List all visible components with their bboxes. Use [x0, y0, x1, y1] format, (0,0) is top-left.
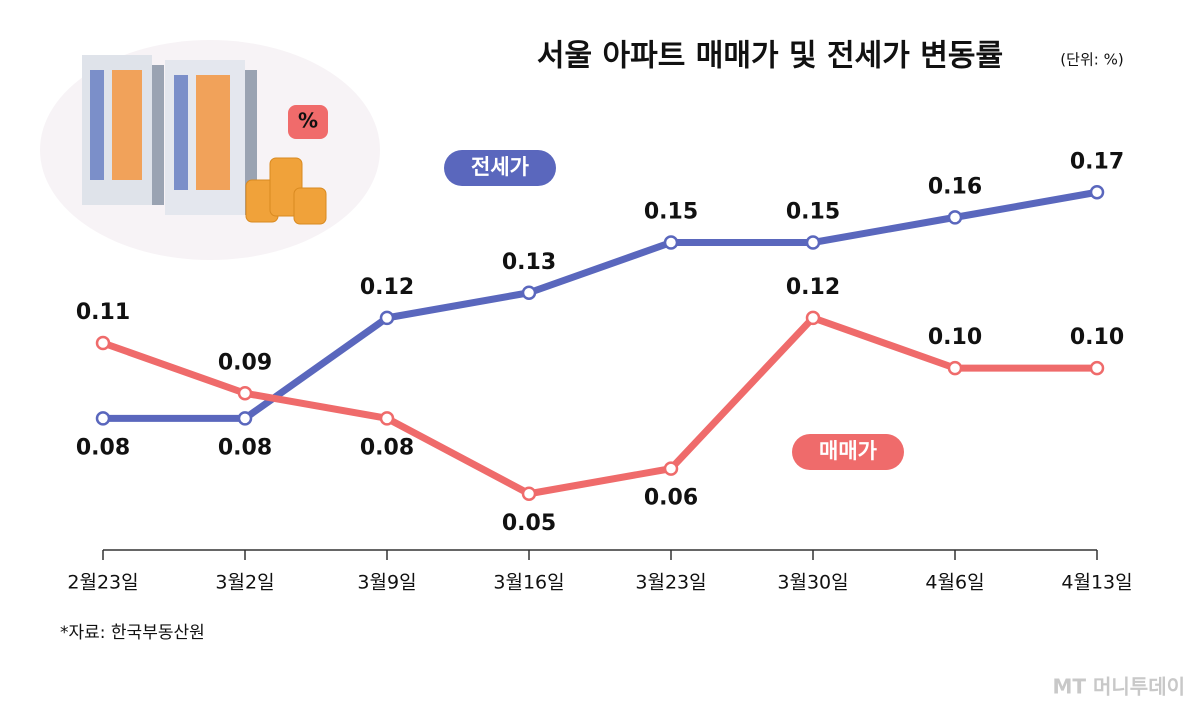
point [521, 486, 537, 501]
data-label: 0.08 [76, 435, 130, 460]
data-label: 0.11 [76, 300, 130, 325]
point [805, 235, 821, 250]
x-tick-label: 3월2일 [215, 572, 274, 594]
unit-note: (단위: %) [1060, 51, 1123, 69]
point [663, 235, 679, 250]
watermark: MT 머니투데이 [1052, 675, 1185, 699]
chart-title: 서울 아파트 매매가 및 전세가 변동률 [537, 39, 1003, 74]
data-label: 0.08 [360, 435, 414, 460]
point [237, 411, 253, 426]
legend-label: 전세가 [471, 155, 530, 179]
legend-pill [792, 434, 904, 470]
point [805, 310, 821, 326]
x-tick-label: 3월9일 [357, 572, 416, 594]
x-tick-label: 3월30일 [777, 572, 848, 594]
source: *자료: 한국부동산원 [60, 623, 205, 643]
point [521, 285, 537, 300]
data-label: 0.05 [502, 511, 556, 536]
data-label: 0.13 [502, 250, 556, 275]
data-label: 0.15 [644, 200, 698, 225]
point [1089, 360, 1105, 376]
data-label: 0.17 [1070, 149, 1124, 174]
svg-text:%: % [298, 109, 318, 133]
x-tick-label: 2월23일 [67, 572, 138, 594]
illustration: % [40, 40, 380, 260]
point [947, 360, 963, 376]
line [103, 188, 1098, 422]
legend-pill [444, 150, 556, 186]
point [237, 386, 253, 401]
x-tick-label: 4월13일 [1061, 572, 1132, 594]
point [1089, 185, 1105, 200]
point [379, 310, 395, 326]
data-label: 0.09 [218, 350, 272, 375]
data-label: 0.16 [928, 174, 982, 199]
data-label: 0.15 [786, 200, 840, 225]
x-tick-label: 3월16일 [493, 572, 564, 594]
point [95, 335, 111, 351]
data-label: 0.06 [644, 486, 698, 511]
point [663, 461, 679, 476]
data-label: 0.10 [1070, 325, 1124, 350]
x-tick-label: 4월6일 [925, 572, 984, 594]
legend-label: 매매가 [819, 439, 878, 463]
point [379, 411, 395, 426]
data-label: 0.12 [786, 275, 840, 300]
data-label: 0.08 [218, 435, 272, 460]
x-tick-label: 3월23일 [635, 572, 706, 594]
line [101, 314, 1097, 498]
data-label: 0.12 [360, 275, 414, 300]
point [95, 411, 111, 426]
point [947, 210, 963, 225]
data-label: 0.10 [928, 325, 982, 350]
